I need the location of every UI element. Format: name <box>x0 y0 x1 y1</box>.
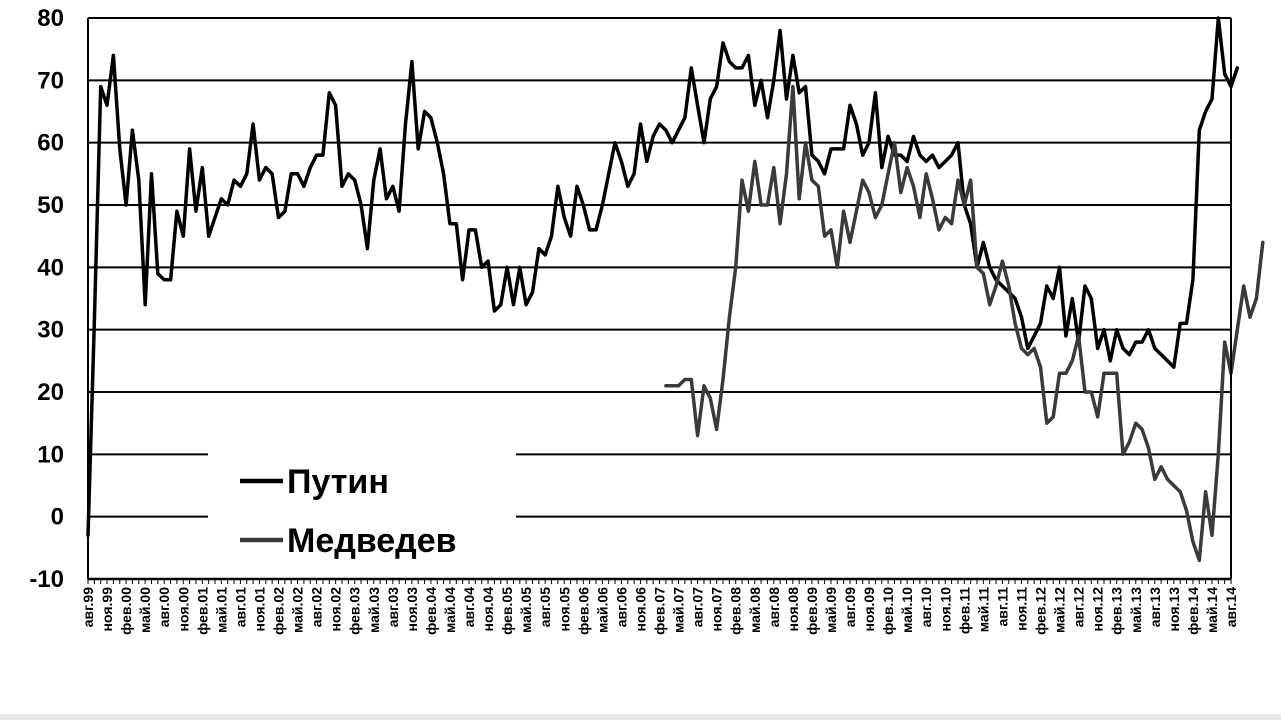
x-tick-label: фев.01 <box>194 587 210 635</box>
x-tick-label: май.14 <box>1204 587 1220 633</box>
x-tick-label: фев.08 <box>728 587 744 635</box>
y-tick-label: 20 <box>37 379 64 406</box>
x-tick-label: авг.06 <box>613 587 629 627</box>
x-tick-label: авг.01 <box>232 587 248 627</box>
x-tick-label: ноя.99 <box>99 587 115 632</box>
x-tick-label: ноя.06 <box>632 587 648 632</box>
y-axis-tick-labels: 80 70 60 50 40 30 20 10 0 -10 <box>29 5 64 593</box>
series-line-0 <box>86 16 1240 538</box>
x-tick-label: авг.12 <box>1071 587 1087 627</box>
x-tick-label: май.10 <box>899 587 915 633</box>
x-tick-label: авг.08 <box>766 587 782 627</box>
legend-label-putin: Путин <box>287 463 389 501</box>
x-tick-label: май.11 <box>975 587 991 632</box>
series-lines <box>86 16 1265 563</box>
y-tick-label: 10 <box>37 441 64 468</box>
x-tick-label: авг.14 <box>1223 587 1239 627</box>
x-tick-label: авг.05 <box>537 587 553 627</box>
x-tick-label: май.07 <box>671 587 687 633</box>
x-tick-label: фев.06 <box>575 587 591 635</box>
x-tick-label: авг.09 <box>842 587 858 627</box>
x-tick-label: авг.03 <box>385 587 401 627</box>
x-tick-label: май.13 <box>1128 587 1144 633</box>
x-tick-label: ноя.12 <box>1090 587 1106 632</box>
x-tick-label: ноя.02 <box>328 587 344 632</box>
x-tick-label: май.09 <box>823 587 839 633</box>
legend-background <box>208 448 516 568</box>
x-tick-label: фев.12 <box>1033 587 1049 635</box>
x-tick-label: май.05 <box>518 587 534 633</box>
x-tick-label: ноя.05 <box>556 587 572 632</box>
bottom-strip <box>0 714 1281 720</box>
y-tick-label: 80 <box>37 5 64 32</box>
x-tick-label: май.06 <box>594 587 610 633</box>
x-tick-label: май.00 <box>137 587 153 633</box>
x-tick-label: авг.11 <box>994 587 1010 627</box>
y-tick-label: 60 <box>37 130 64 157</box>
y-tick-label: 40 <box>37 254 64 281</box>
x-tick-label: май.03 <box>366 587 382 633</box>
x-tick-label: ноя.09 <box>861 587 877 632</box>
y-tick-label: -10 <box>29 566 64 593</box>
x-tick-label: фев.14 <box>1185 587 1201 635</box>
y-tick-label: 30 <box>37 317 64 344</box>
x-tick-label: фев.09 <box>804 587 820 635</box>
x-tick-label: авг.04 <box>461 587 477 627</box>
x-tick-label: фев.13 <box>1109 587 1125 635</box>
x-tick-label: ноя.11 <box>1013 587 1029 631</box>
x-tick-label: ноя.13 <box>1166 587 1182 632</box>
x-tick-label: ноя.08 <box>785 587 801 632</box>
x-tick-label: авг.07 <box>690 587 706 627</box>
x-tick-label: авг.02 <box>309 587 325 627</box>
y-tick-label: 50 <box>37 192 64 219</box>
x-tick-label: фев.07 <box>652 587 668 635</box>
legend-label-medvedev: Медведев <box>287 522 457 560</box>
x-tick-label: фев.10 <box>880 587 896 635</box>
x-tick-label: май.04 <box>442 587 458 633</box>
legend: Путин Медведев <box>208 448 516 568</box>
x-tick-label: ноя.04 <box>480 587 496 632</box>
x-tick-label: фев.02 <box>271 587 287 635</box>
x-tick-label: фев.03 <box>347 587 363 635</box>
x-tick-label: фев.05 <box>499 587 515 635</box>
x-tick-label: май.02 <box>290 587 306 633</box>
x-tick-label: авг.10 <box>918 587 934 627</box>
x-tick-label: фев.11 <box>956 587 972 634</box>
axes <box>87 18 1232 584</box>
x-tick-label: ноя.07 <box>709 587 725 632</box>
x-tick-label: ноя.01 <box>251 587 267 632</box>
x-tick-label: авг.13 <box>1147 587 1163 627</box>
x-tick-label: май.08 <box>747 587 763 633</box>
x-tick-label: авг.99 <box>80 587 96 627</box>
x-tick-label: май.12 <box>1052 587 1068 633</box>
x-tick-label: ноя.00 <box>175 587 191 632</box>
x-axis-tick-labels: авг.99 ноя.99 фев.00 май.00 авг.00 ноя.00 фев.… <box>80 587 1239 635</box>
x-tick-label: фев.00 <box>118 587 134 635</box>
x-tick-label: ноя.10 <box>937 587 953 632</box>
x-tick-label: ноя.03 <box>404 587 420 632</box>
x-tick-label: авг.00 <box>156 587 172 627</box>
y-tick-label: 70 <box>37 67 64 94</box>
y-tick-label: 0 <box>51 504 64 531</box>
x-tick-label: май.01 <box>213 587 229 633</box>
series-line-1 <box>664 84 1265 563</box>
x-tick-label: фев.04 <box>423 587 439 635</box>
